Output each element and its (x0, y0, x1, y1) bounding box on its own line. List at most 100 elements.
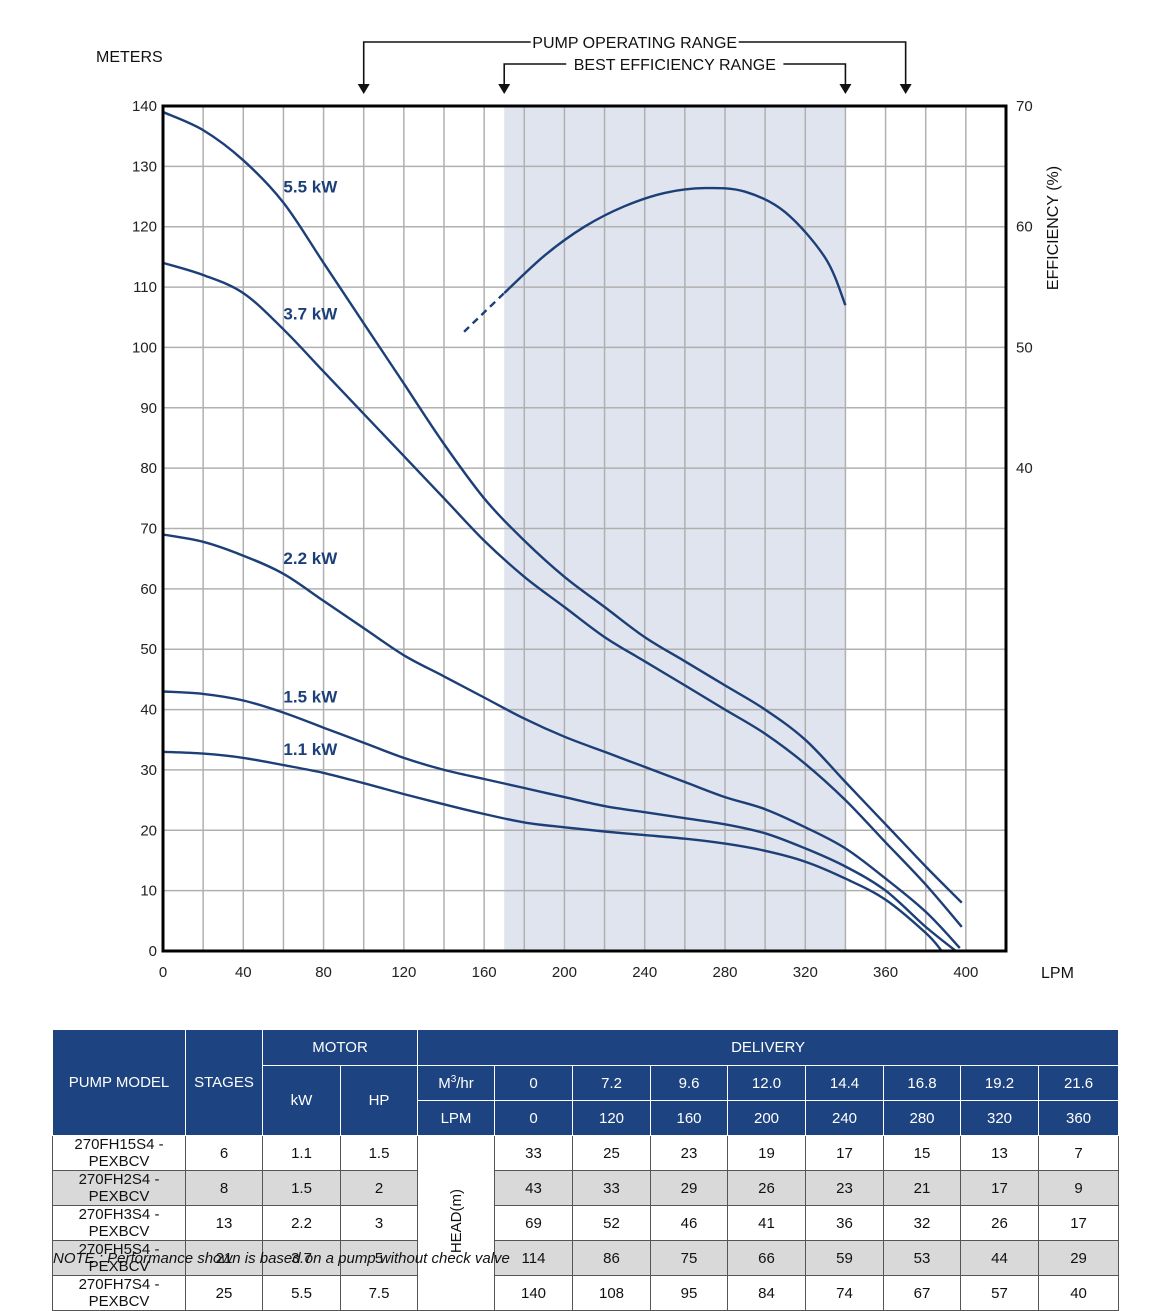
head-value: 13 (960, 1135, 1039, 1171)
motor-header: MOTOR (262, 1029, 418, 1066)
m3hr-value: 14.4 (805, 1065, 884, 1101)
m3hr-header: M3/hr (417, 1065, 495, 1101)
y-tick-label: 130 (132, 158, 157, 175)
lpm-value: 160 (650, 1100, 728, 1136)
stages-cell: 21 (185, 1240, 263, 1276)
head-value: 69 (494, 1205, 573, 1241)
head-value: 9 (1037, 1170, 1120, 1206)
hp-cell: 3 (340, 1205, 418, 1241)
head-value: 26 (960, 1205, 1039, 1241)
head-value: 17 (805, 1135, 884, 1171)
head-value: 44 (960, 1240, 1039, 1276)
arrow-down-icon (899, 84, 912, 94)
performance-note: NOTE : Performance shown is based on a p… (53, 1250, 510, 1267)
x-tick-label: 240 (632, 964, 657, 981)
model-cell: 270FH2S4 - PEXBCV (52, 1170, 186, 1206)
pump-model-header: PUMP MODEL (52, 1029, 186, 1136)
y-tick-label: 80 (140, 460, 157, 477)
head-value: 52 (572, 1205, 651, 1241)
delivery-header: DELIVERY (416, 1029, 1120, 1066)
range-indicators: PUMP OPERATING RANGE BEST EFFICIENCY RANG… (357, 35, 912, 94)
y-tick-label: 140 (132, 98, 157, 115)
stages-cell: 6 (185, 1135, 263, 1171)
head-value: 17 (960, 1170, 1039, 1206)
kw-cell: 1.1 (262, 1135, 341, 1171)
head-value: 57 (960, 1275, 1039, 1311)
model-cell: 270FH3S4 - PEXBCV (52, 1205, 186, 1241)
x-tick-label: 320 (793, 964, 818, 981)
y2-tick-label: 50 (1016, 339, 1033, 356)
pump-performance-chart: 5.5 kW 3.7 kW 2.2 kW 1.5 kW 1.1 kW 0 40 80 120 1… (96, 35, 1074, 982)
x-tick-label: 280 (712, 964, 737, 981)
head-value: 67 (883, 1275, 961, 1311)
hp-cell: 1.5 (340, 1135, 418, 1171)
stages-header: STAGES (185, 1029, 263, 1136)
best-efficiency-range-label: BEST EFFICIENCY RANGE (574, 57, 776, 74)
m3hr-value: 9.6 (650, 1065, 728, 1101)
series-line-3-7-kW (162, 261, 963, 928)
head-value: 23 (805, 1170, 884, 1206)
table-row: 270FH5S4 - PEXBCV 21 3.7 5 114 86 75 66 … (52, 1240, 1120, 1276)
y2-axis-label: EFFICIENCY (%) (1045, 166, 1062, 290)
table-row: 270FH3S4 - PEXBCV 13 2.2 3 69 52 46 41 3… (52, 1205, 1120, 1241)
series-line-1-1-kW (162, 750, 943, 952)
head-value: 15 (883, 1135, 961, 1171)
head-label: HEAD(m) (447, 1188, 465, 1254)
efficiency-line (503, 186, 847, 306)
hp-header: HP (340, 1065, 418, 1136)
kw-cell: 2.2 (262, 1205, 341, 1241)
kw-cell: 5.5 (262, 1275, 341, 1311)
best-efficiency-range-line-left (503, 63, 567, 86)
head-value: 33 (572, 1170, 651, 1206)
y-tick-label: 100 (132, 339, 157, 356)
series-line-5-5-kW (162, 110, 963, 904)
m3hr-value: 7.2 (572, 1065, 651, 1101)
series-line-1-5-kW (162, 690, 957, 952)
arrow-down-icon (498, 84, 511, 94)
series-label: 1.1 kW (283, 740, 338, 759)
x-tick-label: 200 (552, 964, 577, 981)
pump-operating-range-line-left (362, 41, 531, 86)
lpm-value: 360 (1037, 1100, 1120, 1136)
x-tick-label: 360 (873, 964, 898, 981)
y2-tick-label: 70 (1016, 98, 1033, 115)
kw-cell: 3.7 (262, 1240, 341, 1276)
m3hr-value: 19.2 (960, 1065, 1039, 1101)
arrow-down-icon (839, 84, 852, 94)
y-tick-label: 20 (140, 822, 157, 839)
stages-cell: 25 (185, 1275, 263, 1311)
head-value: 19 (727, 1135, 806, 1171)
head-value: 41 (727, 1205, 806, 1241)
head-value: 95 (650, 1275, 728, 1311)
y-tick-label: 50 (140, 641, 157, 658)
x-tick-label: 80 (315, 964, 332, 981)
x-axis-label: LPM (1041, 965, 1074, 982)
head-value: 25 (572, 1135, 651, 1171)
best-efficiency-range-line-right (783, 63, 847, 86)
efficiency-line-dashed (463, 292, 506, 333)
pump-operating-range-label: PUMP OPERATING RANGE (532, 35, 737, 52)
series-label: 3.7 kW (283, 304, 338, 323)
head-value: 29 (1037, 1240, 1120, 1276)
x-tick-label: 0 (159, 964, 167, 981)
y-tick-label: 60 (140, 581, 157, 598)
series-label: 2.2 kW (283, 549, 338, 568)
head-value: 74 (805, 1275, 884, 1311)
head-value: 36 (805, 1205, 884, 1241)
model-cell: 270FH5S4 - PEXBCV (52, 1240, 186, 1276)
lpm-value: 280 (883, 1100, 961, 1136)
head-value: 33 (494, 1135, 573, 1171)
y-tick-label: 40 (140, 702, 157, 719)
table-row: 270FH2S4 - PEXBCV 8 1.5 2 43 33 29 26 23… (52, 1170, 1120, 1206)
y-tick-label: 90 (140, 400, 157, 417)
axis-ticks: 0 40 80 120 160 200 240 280 320 360 400 0 10 20 30 40 50… (132, 98, 1033, 981)
head-value: 43 (494, 1170, 573, 1206)
head-value: 114 (494, 1240, 573, 1276)
head-value: 46 (650, 1205, 728, 1241)
series-line-2-2-kW (162, 533, 961, 949)
head-value: 84 (727, 1275, 806, 1311)
y-tick-label: 10 (140, 883, 157, 900)
head-value: 29 (650, 1170, 728, 1206)
head-value: 86 (572, 1240, 651, 1276)
pump-operating-range-line-right (738, 41, 907, 86)
